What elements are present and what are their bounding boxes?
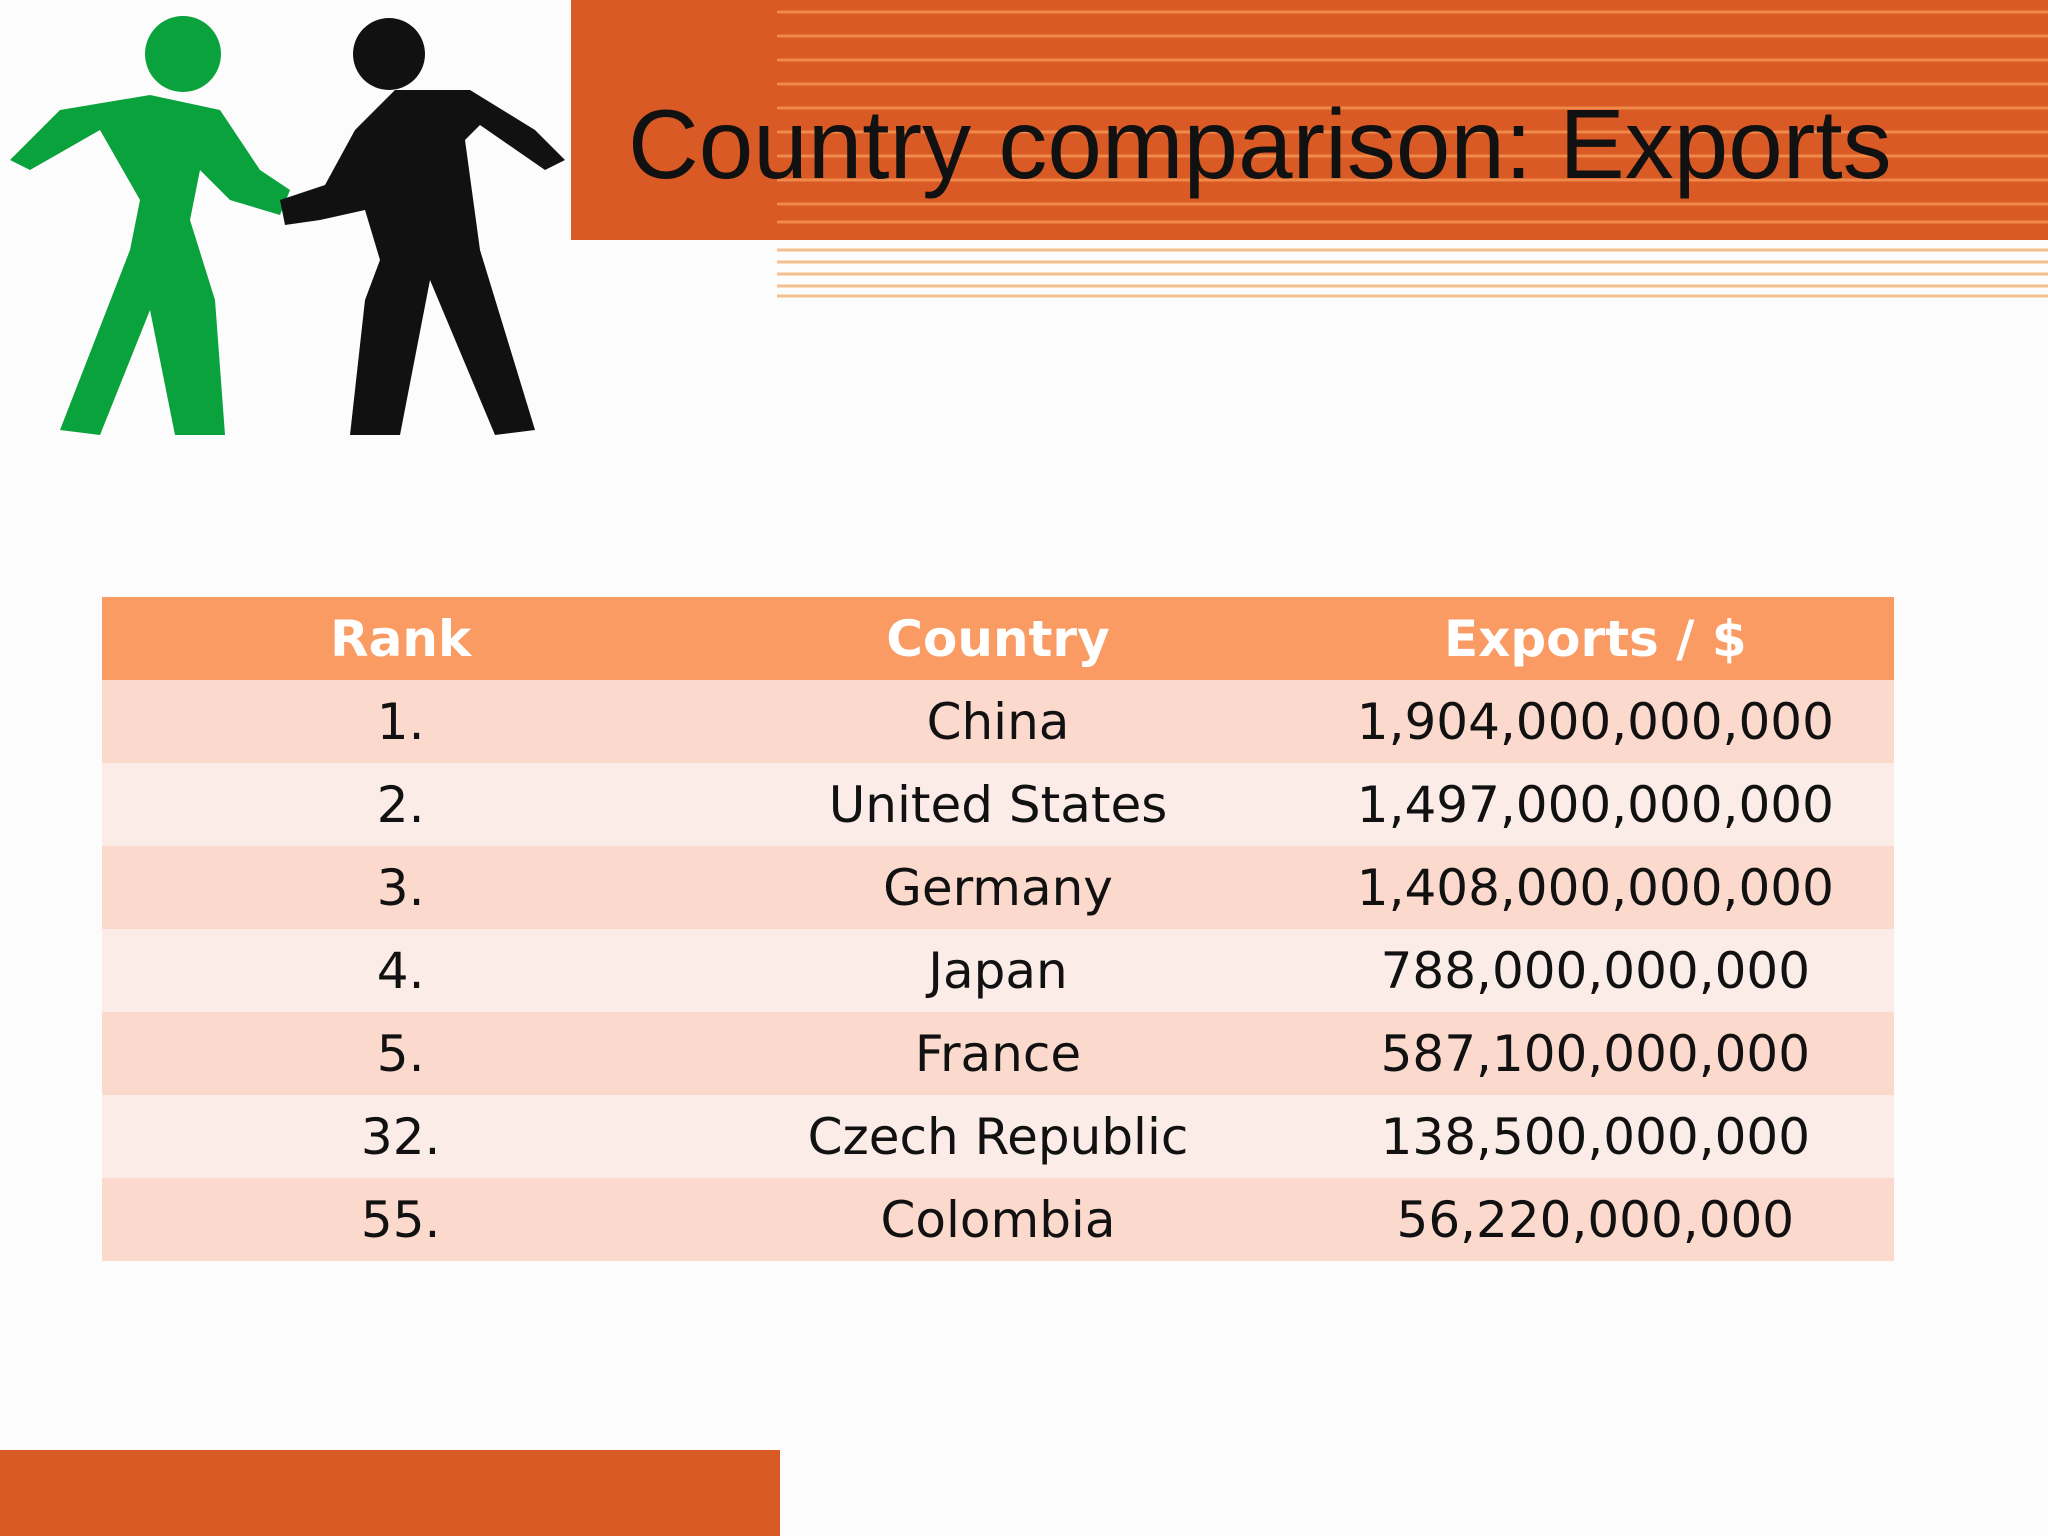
table-row: 55. Colombia 56,220,000,000 [102, 1178, 1894, 1261]
table-cell: United States [699, 763, 1297, 846]
table-cell: 5. [102, 1012, 700, 1095]
table-body: 1. China 1,904,000,000,000 2. United States 1… [102, 680, 1894, 1261]
table-cell: 4. [102, 929, 700, 1012]
table-cell: China [699, 680, 1297, 763]
table-row: 4. Japan 788,000,000,000 [102, 929, 1894, 1012]
table-cell: 32. [102, 1095, 700, 1178]
table-cell: 55. [102, 1178, 700, 1261]
table-cell: Colombia [699, 1178, 1297, 1261]
table-row: 2. United States 1,497,000,000,000 [102, 763, 1894, 846]
column-header: Country [699, 597, 1297, 680]
exports-table: Rank Country Exports / $ 1. China 1,904,000,… [102, 597, 1894, 1261]
header-row: Rank Country Exports / $ [102, 597, 1894, 680]
handshake-figures [10, 16, 565, 435]
stripes [777, 10, 2048, 224]
table-row: 1. China 1,904,000,000,000 [102, 680, 1894, 763]
table-cell: Japan [699, 929, 1297, 1012]
table-row: 5. France 587,100,000,000 [102, 1012, 1894, 1095]
bottom-bar [0, 1450, 780, 1536]
column-header: Exports / $ [1296, 597, 1894, 680]
table-cell: 1,408,000,000,000 [1296, 846, 1894, 929]
table-cell: 788,000,000,000 [1296, 929, 1894, 1012]
title-bar [571, 0, 2048, 240]
column-header: Rank [102, 597, 700, 680]
table-row: 32. Czech Republic 138,500,000,000 [102, 1095, 1894, 1178]
table-cell: 3. [102, 846, 700, 929]
table-cell: 2. [102, 763, 700, 846]
table-cell: 138,500,000,000 [1296, 1095, 1894, 1178]
table-cell: 1,904,000,000,000 [1296, 680, 1894, 763]
table-cell: 587,100,000,000 [1296, 1012, 1894, 1095]
table-cell: 56,220,000,000 [1296, 1178, 1894, 1261]
table-cell: 1. [102, 680, 700, 763]
table-cell: Czech Republic [699, 1095, 1297, 1178]
slide-title: Country comparison: Exports [628, 89, 1892, 199]
table-cell: France [699, 1012, 1297, 1095]
underlines [777, 248, 2048, 298]
table-cell: Germany [699, 846, 1297, 929]
table-cell: 1,497,000,000,000 [1296, 763, 1894, 846]
table-row: 3. Germany 1,408,000,000,000 [102, 846, 1894, 929]
